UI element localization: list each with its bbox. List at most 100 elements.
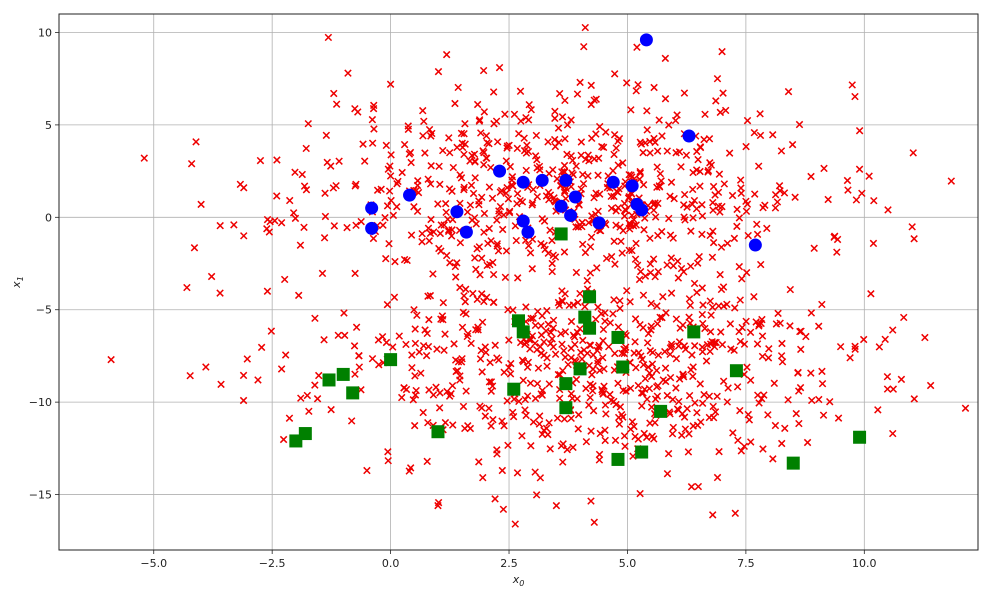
red-x-marker [600, 365, 608, 373]
red-x-marker [713, 473, 722, 482]
red-x-marker [752, 318, 760, 326]
green-square-marker [298, 427, 312, 441]
red-x-marker [485, 404, 493, 413]
red-x-marker [526, 345, 534, 353]
red-x-marker [696, 380, 704, 388]
red-x-marker [673, 111, 681, 119]
red-x-marker [567, 390, 576, 398]
red-x-marker [503, 142, 512, 150]
red-x-marker [851, 342, 859, 351]
red-x-marker [663, 391, 672, 400]
red-x-marker [522, 113, 530, 122]
red-x-marker [743, 116, 752, 125]
red-x-marker [654, 199, 662, 208]
red-x-marker [456, 376, 464, 384]
red-x-marker [698, 343, 707, 351]
red-x-marker [792, 409, 800, 418]
red-x-marker [544, 138, 552, 146]
red-x-marker [874, 406, 882, 414]
red-x-marker [908, 223, 916, 231]
red-x-marker [389, 211, 398, 220]
red-x-marker [737, 189, 746, 198]
red-x-marker [537, 349, 546, 357]
red-x-marker [491, 341, 499, 349]
red-x-marker [611, 349, 619, 358]
red-x-marker [707, 161, 716, 169]
red-x-marker [510, 110, 519, 119]
red-x-marker [239, 371, 248, 380]
red-x-marker [186, 371, 194, 380]
red-x-marker [614, 323, 623, 331]
red-x-marker [643, 126, 651, 134]
red-x-marker [488, 194, 497, 203]
red-x-marker [443, 387, 451, 396]
red-x-marker [474, 323, 482, 331]
red-x-marker [618, 159, 627, 167]
red-x-marker [581, 302, 589, 311]
red-x-marker [706, 328, 715, 336]
red-x-marker [410, 306, 418, 314]
red-x-marker [600, 382, 608, 390]
red-x-marker [332, 100, 341, 108]
red-x-marker [716, 208, 724, 216]
green-square-marker [384, 353, 398, 367]
red-x-marker [547, 328, 555, 337]
red-x-marker [302, 144, 310, 153]
red-x-marker [548, 267, 556, 276]
red-x-marker [390, 293, 399, 302]
red-x-marker [858, 189, 866, 198]
red-x-marker [780, 189, 789, 197]
red-x-marker [504, 195, 513, 203]
red-x-marker [599, 325, 608, 334]
red-x-marker [715, 447, 723, 456]
red-x-marker [803, 438, 812, 447]
red-x-marker [791, 193, 799, 201]
red-x-marker [622, 79, 631, 87]
red-x-marker [436, 389, 444, 397]
red-x-marker [788, 140, 797, 149]
red-x-marker [298, 170, 306, 179]
red-x-marker [382, 338, 391, 347]
red-x-marker [498, 466, 507, 475]
red-x-marker [535, 420, 544, 428]
red-x-marker [717, 328, 725, 336]
red-x-marker [688, 185, 697, 194]
red-x-marker [555, 89, 564, 98]
red-x-marker [330, 89, 338, 98]
blue-circle-marker [516, 214, 530, 228]
blue-circle-marker [748, 238, 762, 252]
red-x-marker [771, 421, 780, 430]
red-x-marker [423, 329, 431, 338]
red-x-marker [413, 181, 422, 190]
red-x-marker [704, 166, 713, 175]
red-x-marker [493, 138, 502, 146]
red-x-marker [698, 310, 707, 319]
red-x-marker [589, 351, 598, 359]
red-x-marker [549, 251, 557, 260]
red-x-marker [478, 368, 486, 376]
red-x-marker [487, 378, 496, 386]
red-x-marker [413, 311, 421, 320]
red-x-marker [461, 119, 469, 128]
red-x-marker [381, 213, 389, 222]
red-x-marker [559, 458, 567, 466]
red-x-marker [277, 365, 286, 373]
blue-circle-marker [493, 164, 507, 178]
red-x-marker [498, 417, 506, 425]
red-x-marker [781, 424, 789, 433]
red-x-marker [468, 151, 476, 160]
red-x-marker [500, 422, 508, 430]
red-x-marker [645, 369, 654, 377]
green-square-marker [611, 330, 625, 344]
red-x-marker [770, 379, 779, 388]
red-x-marker [706, 231, 714, 240]
red-x-marker [385, 187, 394, 195]
red-x-marker [561, 328, 570, 336]
red-x-marker [472, 265, 480, 274]
blue-circle-marker [592, 216, 606, 230]
y-tick-label: −5 [36, 304, 52, 317]
red-x-marker [619, 386, 627, 395]
red-x-marker [648, 432, 656, 441]
red-x-marker [493, 216, 501, 224]
